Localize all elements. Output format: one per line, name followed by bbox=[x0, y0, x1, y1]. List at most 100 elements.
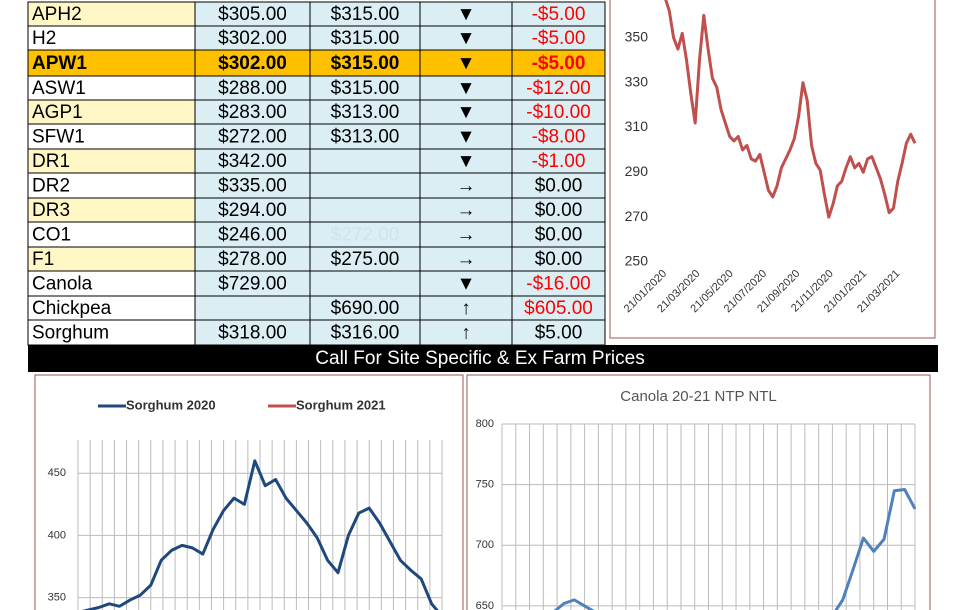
table-cell bbox=[511, 123, 606, 150]
cell-text: ▼ bbox=[457, 28, 476, 49]
cell-text: -$1.00 bbox=[532, 151, 586, 172]
table-cell bbox=[511, 246, 606, 272]
cell-text: -$8.00 bbox=[532, 127, 586, 148]
chart-frame bbox=[466, 374, 931, 610]
cell-text: H2 bbox=[32, 28, 56, 49]
line-series bbox=[664, 0, 917, 219]
line-series bbox=[553, 487, 917, 610]
cell-text: $690.00 bbox=[331, 298, 400, 319]
cell-text: DR1 bbox=[32, 151, 70, 172]
cell-text: APH2 bbox=[32, 4, 82, 25]
table-cell bbox=[194, 123, 311, 150]
y-tick-label: 310 bbox=[625, 118, 649, 134]
cell-text: ↑ bbox=[461, 323, 471, 344]
cell-text: $342.00 bbox=[218, 151, 287, 172]
table-cell bbox=[419, 172, 513, 199]
table-cell bbox=[419, 295, 513, 321]
cell-text: APW1 bbox=[32, 53, 87, 74]
table-cell bbox=[194, 75, 311, 101]
cell-text: $315.00 bbox=[331, 78, 400, 99]
cell-text: $246.00 bbox=[218, 225, 287, 246]
cell-text: → bbox=[457, 249, 476, 270]
cell-text: ASW1 bbox=[32, 78, 86, 99]
cell-text: Canola bbox=[32, 274, 93, 295]
table-cell bbox=[194, 270, 311, 297]
cell-text: $275.00 bbox=[331, 249, 400, 270]
y-tick-label: 750 bbox=[476, 479, 494, 491]
cell-text: $729.00 bbox=[218, 274, 287, 295]
table-cell bbox=[27, 25, 196, 51]
table-cell bbox=[419, 75, 513, 101]
cell-text: -$5.00 bbox=[532, 4, 586, 25]
table-cell bbox=[419, 246, 513, 272]
table-cell bbox=[309, 270, 421, 297]
cell-text: Chickpea bbox=[32, 298, 112, 319]
cell-text: ▼ bbox=[457, 4, 476, 25]
cell-text: $315.00 bbox=[331, 4, 400, 25]
cell-text: -$12.00 bbox=[526, 78, 590, 99]
y-tick-label: 400 bbox=[48, 529, 66, 541]
table-cell bbox=[27, 75, 196, 101]
table-cell bbox=[309, 148, 421, 174]
table-cell bbox=[309, 123, 421, 150]
cell-text: -$5.00 bbox=[532, 53, 586, 74]
cell-text: $315.00 bbox=[331, 53, 400, 74]
y-tick-label: 650 bbox=[476, 600, 494, 610]
table-cell bbox=[194, 295, 311, 321]
cell-text: Sorghum bbox=[32, 323, 109, 344]
table-cell bbox=[419, 49, 513, 77]
table-cell bbox=[27, 221, 196, 248]
table-cell bbox=[27, 246, 196, 272]
cell-text: $0.00 bbox=[535, 225, 583, 246]
chart-frame bbox=[34, 374, 464, 610]
table-cell bbox=[511, 197, 606, 223]
cell-text: $318.00 bbox=[218, 323, 287, 344]
cell-text: $335.00 bbox=[218, 176, 287, 197]
cell-text: ▼ bbox=[457, 78, 476, 99]
banner-bg bbox=[28, 345, 938, 372]
cell-text: $0.00 bbox=[535, 249, 583, 270]
cell-text: $315.00 bbox=[331, 28, 400, 49]
table-cell bbox=[419, 123, 513, 150]
cell-text: DR3 bbox=[32, 200, 70, 221]
cell-text: CO1 bbox=[32, 225, 71, 246]
cell-text: $302.00 bbox=[218, 53, 287, 74]
table-cell bbox=[194, 172, 311, 199]
cell-text: $302.00 bbox=[218, 28, 287, 49]
table-cell bbox=[27, 99, 196, 125]
cell-text: $278.00 bbox=[218, 249, 287, 270]
cell-text: $272.00 bbox=[331, 225, 400, 246]
y-tick-label: 350 bbox=[48, 591, 66, 603]
cell-text: $272.00 bbox=[218, 127, 287, 148]
cell-text: DR2 bbox=[32, 176, 70, 197]
y-tick-label: 350 bbox=[625, 29, 649, 45]
cell-text: ↑ bbox=[461, 298, 471, 319]
cell-text: $316.00 bbox=[331, 323, 400, 344]
line-series bbox=[81, 459, 439, 610]
table-cell bbox=[27, 197, 196, 223]
cell-text: ▼ bbox=[457, 274, 476, 295]
table-cell bbox=[194, 99, 311, 125]
table-cell bbox=[309, 75, 421, 101]
cell-text: → bbox=[457, 200, 476, 221]
cell-text: $605.00 bbox=[524, 298, 593, 319]
cell-text: $283.00 bbox=[218, 102, 287, 123]
table-cell bbox=[194, 1, 311, 27]
table-cell bbox=[511, 75, 606, 101]
legend-label: Sorghum 2021 bbox=[296, 397, 386, 412]
y-tick-label: 270 bbox=[625, 208, 649, 224]
cell-text: ▼ bbox=[457, 102, 476, 123]
cell-text: → bbox=[457, 225, 476, 246]
cell-text: $0.00 bbox=[535, 200, 583, 221]
table-cell bbox=[309, 197, 421, 223]
table-cell bbox=[27, 270, 196, 297]
table-cell bbox=[309, 99, 421, 125]
cell-text: $313.00 bbox=[331, 127, 400, 148]
table-cell bbox=[194, 49, 311, 77]
cell-text: SFW1 bbox=[32, 127, 85, 148]
y-tick-label: 250 bbox=[625, 253, 649, 269]
cell-text: -$16.00 bbox=[526, 274, 590, 295]
cell-text: $305.00 bbox=[218, 4, 287, 25]
